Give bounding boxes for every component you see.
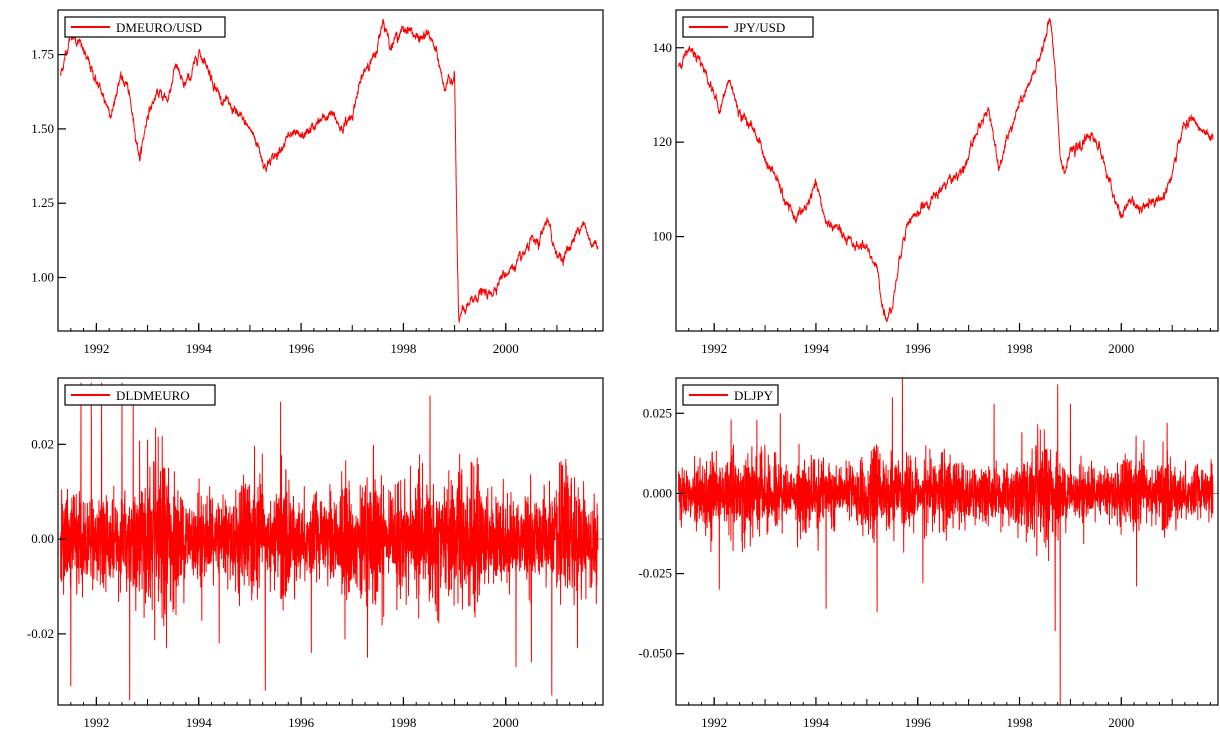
series-line [60,18,599,324]
x-tick-label: 2000 [493,341,519,356]
x-tick-label: 1996 [288,341,315,356]
x-tick-label: 1992 [701,715,727,730]
series-line [60,382,599,701]
plot-frame [57,377,604,706]
plot-area [60,18,599,324]
x-tick-label: 1996 [905,341,932,356]
y-tick-label: -0.02 [27,626,54,641]
legend-box [682,384,779,406]
y-tick-label: 140 [653,40,673,55]
chart-panel-3: 1992 1994 1996 1998 2000 -0.02 0.00 0.02 DLDMEUR… [27,377,604,730]
x-tick-label: 1992 [701,341,727,356]
legend: DLJPY [682,384,779,406]
legend: DLDMEURO [64,384,216,406]
x-tick-label: 1994 [186,341,213,356]
legend-box [64,16,226,38]
plot-frame [57,9,604,332]
legend-box [682,16,814,38]
y-tick-label: 0.02 [31,436,54,451]
y-tick-label: 120 [653,134,673,149]
legend-label: DLJPY [734,388,774,403]
y-tick-label: 0.00 [31,531,54,546]
x-tick-label: 1996 [288,715,315,730]
y-tick-label: 1.25 [31,195,54,210]
plot-area [678,18,1214,322]
y-tick-label: -0.025 [638,566,672,581]
legend: DMEURO/USD [64,16,226,38]
y-tick-label: 0.025 [643,405,672,420]
legend-label: DLDMEURO [116,388,190,403]
y-tick-label: 1.00 [31,270,54,285]
y-tick-label: 1.50 [31,121,54,136]
legend-box [64,384,216,406]
chart-panel-1: 1992 1994 1996 1998 2000 1.00 1.25 1.50 1.75 DMEU… [31,9,604,356]
series-line [678,378,1214,705]
x-tick-label: 1998 [390,715,416,730]
chart-panel-2: 1992 1994 1996 1998 2000 100 120 140 JPY/USD [653,9,1219,356]
x-tick-label: 1994 [186,715,213,730]
y-tick-label: 0.000 [643,485,672,500]
legend-label: JPY/USD [734,20,785,35]
x-tick-label: 1998 [1007,341,1033,356]
x-tick-label: 1994 [803,715,830,730]
plot-area [58,382,603,701]
y-tick-label: 100 [653,229,673,244]
x-tick-label: 1998 [390,341,416,356]
x-tick-label: 1992 [83,341,109,356]
x-tick-label: 2000 [493,715,519,730]
x-tick-label: 1998 [1007,715,1033,730]
legend-label: DMEURO/USD [116,20,202,35]
x-tick-label: 1992 [83,715,109,730]
plot-area [676,378,1218,705]
y-tick-label: -0.050 [638,646,672,661]
plot-frame [675,9,1219,332]
x-tick-label: 2000 [1108,341,1134,356]
plot-frame [675,377,1219,706]
x-tick-label: 1996 [905,715,932,730]
y-tick-label: 1.75 [31,47,54,62]
x-tick-label: 2000 [1108,715,1134,730]
x-tick-label: 1994 [803,341,830,356]
legend: JPY/USD [682,16,814,38]
chart-panel-4: 1992 1994 1996 1998 2000 -0.050 -0.025 0.000 0.0… [638,377,1219,730]
series-line [678,18,1214,322]
